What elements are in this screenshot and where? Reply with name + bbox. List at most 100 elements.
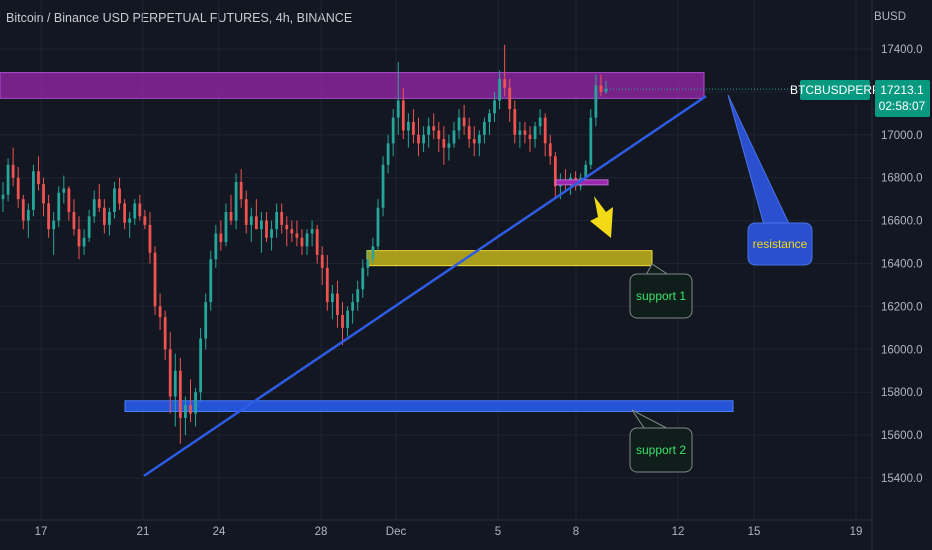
candle-body [234,181,238,221]
candle [452,121,456,148]
candle-body [280,212,284,225]
candle-body [32,171,35,210]
candle-body [447,143,451,148]
candle-body [194,392,197,414]
candle [214,224,218,268]
candle-body [498,79,501,101]
candle-body [376,207,380,247]
candle [482,117,486,144]
candle [594,74,598,127]
candle-body [153,252,157,307]
price-tick-label: 16200.0 [881,301,923,313]
candle [513,100,517,144]
candle [265,212,268,243]
candle-body [584,164,588,178]
candle [371,237,375,264]
time-tick-label: 15 [748,526,761,538]
trend-line [143,95,707,477]
candle-body [199,338,203,393]
candle [234,173,238,230]
candle-body [477,134,481,144]
candle-body [315,229,319,255]
last-price-tag [875,80,930,117]
candle-body [26,209,30,221]
candle [553,151,557,200]
candle-body [523,130,527,135]
candle [543,113,547,157]
candle-body [67,188,71,213]
candle-body [148,224,152,253]
candle [67,186,71,221]
candle-body [52,220,56,230]
candle [97,184,101,213]
candle [538,109,542,135]
candle [239,169,243,208]
candle-body [371,246,375,260]
candle [163,310,167,361]
candle [1,181,5,213]
price-tick-label: 16400.0 [881,259,923,271]
candle [178,357,182,444]
candle-body [57,192,61,221]
down-arrow-icon [590,196,613,238]
candle [32,164,35,217]
candle [523,121,527,144]
candle [320,246,324,285]
candle [108,207,111,236]
candle [143,209,147,230]
price-tick-label: 17000.0 [881,130,923,142]
candle [386,134,390,174]
support2-callout-box [629,427,693,473]
candle-body [62,188,66,193]
price-tick-label: 16000.0 [881,344,923,356]
candle [133,199,137,225]
price-tick-label: 17400.0 [881,44,923,56]
candle-body [92,199,96,217]
candle-body [82,237,86,247]
candle [113,181,116,219]
resistance-callout-label: resistance [753,237,808,251]
time-tick-label: 19 [850,526,863,538]
candle-body [275,212,279,230]
time-tick-label: 21 [137,526,150,538]
candle [381,156,385,217]
candle-body [508,87,512,110]
candle [361,259,365,298]
candle [47,194,50,238]
candle [62,175,66,204]
candle-body [214,233,218,260]
candle-body [488,113,491,122]
support1-callout: support 1 [629,263,693,319]
candle-body [361,267,365,290]
candle-body [401,100,405,131]
candle-body [386,143,390,165]
candle-body [300,237,304,247]
candle [330,284,334,320]
candle [548,134,552,165]
support1-zone [366,250,653,267]
candle-body [123,203,127,223]
candle-body [102,207,106,225]
candle [194,387,197,427]
candle [508,79,512,122]
candle [168,332,172,414]
candle [209,250,213,311]
candle-body [42,184,45,204]
candle-body [472,139,476,144]
support2-zone [124,400,734,413]
candle [366,250,370,277]
candle [16,166,20,208]
candle-body [209,259,213,303]
candle [87,209,91,243]
candle [285,216,289,247]
candle [92,190,96,223]
candle-body [503,79,507,88]
candle [472,126,476,157]
chart-title: Bitcoin / Binance USD PERPETUAL FUTURES,… [6,11,353,25]
candle-body [356,289,360,303]
candle-body [285,224,289,230]
candle [290,220,294,243]
candle [300,229,304,255]
